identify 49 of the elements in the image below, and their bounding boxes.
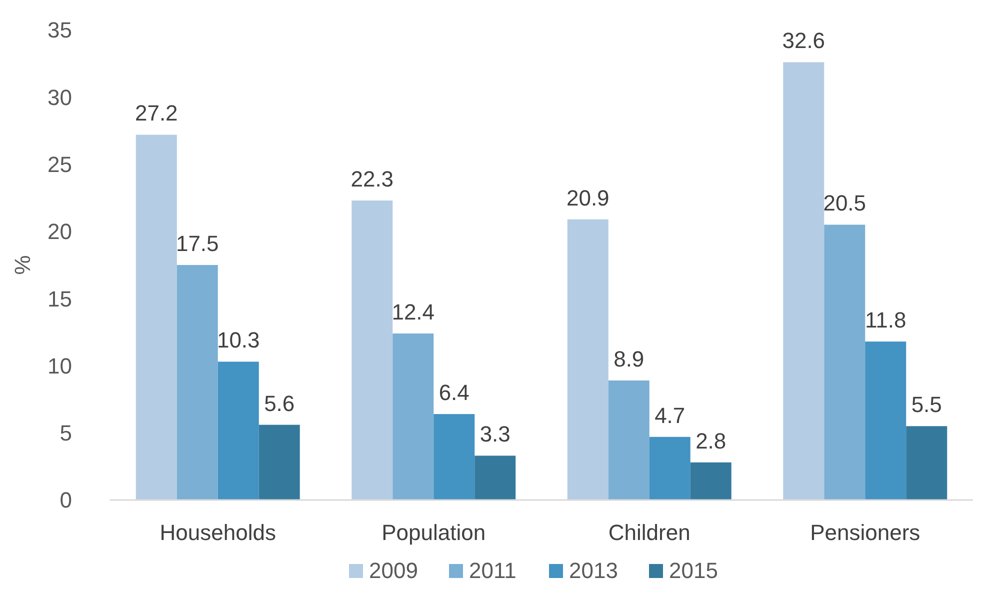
data-label: 22.3: [350, 166, 394, 192]
x-tick-label: Households: [160, 520, 276, 545]
bar: [783, 62, 824, 500]
bar: [649, 436, 690, 500]
data-label: 10.3: [216, 328, 260, 353]
data-label: 27.2: [134, 100, 178, 126]
y-tick-label: 5: [60, 420, 72, 446]
bar: [434, 414, 475, 500]
data-label: 20.9: [566, 185, 610, 210]
bar: [608, 380, 650, 500]
data-label: 20.5: [823, 190, 866, 216]
data-label: 5.6: [264, 390, 295, 416]
data-label: 6.4: [438, 380, 470, 406]
bar: [218, 362, 259, 500]
bar: [352, 200, 393, 500]
bar: [258, 424, 300, 500]
y-tick-label: 15: [48, 286, 72, 312]
legend-label: 2011: [469, 558, 516, 583]
data-label: 4.7: [654, 402, 686, 428]
bar: [865, 342, 906, 500]
data-label: 11.8: [865, 308, 906, 333]
data-label: 12.4: [392, 299, 435, 324]
bar: [824, 224, 866, 500]
y-tick-label: 30: [48, 84, 72, 110]
y-tick-label: 10: [48, 353, 72, 378]
bar: [392, 333, 434, 500]
data-label: 2.8: [696, 428, 726, 454]
bar: [136, 134, 177, 500]
data-label: 8.9: [614, 346, 644, 372]
bar: [474, 456, 516, 500]
y-tick-label: 25: [48, 152, 72, 177]
bar: [176, 265, 218, 500]
legend-label: 2009: [369, 558, 418, 583]
bar: [567, 219, 608, 500]
y-axis-title: %: [10, 255, 35, 275]
y-tick-label: 20: [48, 219, 72, 244]
y-tick-label: 35: [48, 18, 72, 43]
legend-label: 2015: [669, 558, 718, 583]
x-tick-label: Pensioners: [810, 520, 920, 545]
data-label: 3.3: [480, 422, 510, 447]
data-label: 32.6: [782, 28, 826, 54]
x-tick-label: Children: [608, 520, 690, 545]
data-label: 17.5: [176, 231, 219, 256]
legend-label: 2013: [569, 558, 618, 583]
x-tick-label: Population: [382, 520, 486, 545]
bar: [690, 462, 732, 500]
bar: [906, 426, 948, 500]
y-tick-label: 0: [60, 488, 72, 513]
data-label: 5.5: [911, 392, 942, 418]
